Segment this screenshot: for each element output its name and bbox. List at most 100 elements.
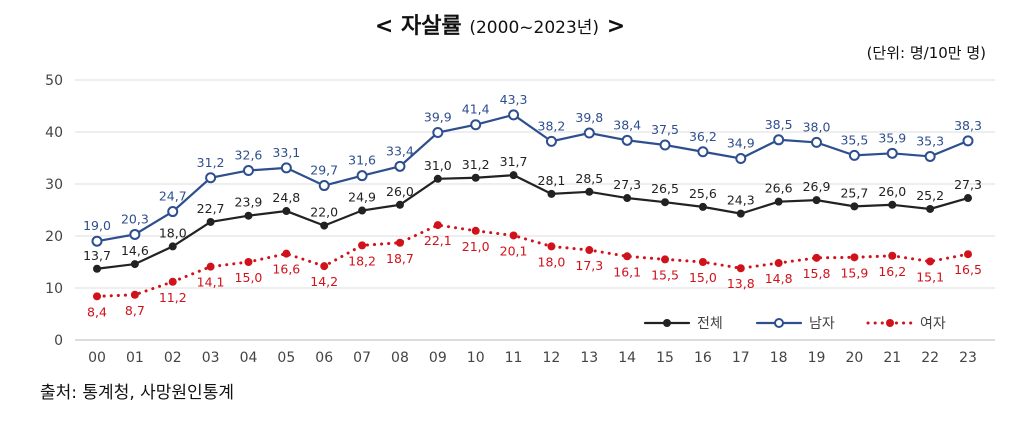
data-point: [661, 198, 670, 207]
data-point: [661, 255, 670, 264]
x-tick-label: 07: [353, 350, 371, 366]
x-tick-label: 18: [770, 350, 788, 366]
data-point: [433, 174, 442, 183]
x-tick-label: 16: [694, 350, 712, 366]
x-tick-label: 14: [618, 350, 636, 366]
data-label: 31,6: [348, 153, 376, 168]
title-main: 자살률: [400, 14, 462, 39]
data-point: [811, 136, 823, 148]
data-label: 26,0: [878, 184, 906, 199]
x-tick-label: 15: [656, 350, 674, 366]
x-tick-label: 21: [883, 350, 901, 366]
data-label: 24,9: [348, 190, 376, 205]
data-point: [356, 170, 368, 182]
data-label: 36,2: [689, 129, 717, 144]
data-point: [129, 228, 141, 240]
data-point: [318, 180, 330, 192]
data-point: [471, 173, 480, 182]
data-label: 26,9: [803, 179, 831, 194]
data-label: 32,6: [235, 147, 263, 162]
data-point: [168, 277, 177, 286]
y-tick-label: 0: [54, 333, 63, 349]
data-point: [433, 221, 442, 230]
legend-marker: [663, 319, 671, 327]
data-label: 27,3: [954, 177, 982, 192]
data-label: 16,2: [878, 264, 906, 279]
data-point: [585, 187, 594, 196]
data-label: 15,9: [840, 265, 868, 280]
y-tick-label: 30: [45, 177, 63, 193]
data-label: 37,5: [651, 122, 679, 137]
data-label: 35,5: [840, 132, 868, 147]
data-label: 13,7: [83, 248, 111, 263]
data-point: [93, 292, 101, 301]
data-point: [888, 200, 897, 209]
x-tick-label: 20: [845, 350, 863, 366]
data-point: [282, 207, 291, 216]
data-label: 11,2: [159, 290, 187, 305]
data-label: 16,6: [272, 262, 300, 277]
data-point: [774, 259, 783, 268]
data-point: [320, 262, 329, 271]
data-point: [395, 238, 404, 247]
y-tick-label: 10: [45, 281, 63, 297]
data-label: 22,0: [310, 205, 338, 220]
data-label: 23,9: [235, 195, 263, 210]
data-label: 14,6: [121, 243, 149, 258]
data-point: [848, 149, 860, 161]
data-label: 20,3: [121, 211, 149, 226]
source-note: 출처: 통계청, 사망원인통계: [40, 383, 234, 403]
data-point: [547, 242, 556, 251]
data-point: [659, 139, 671, 151]
x-tick-label: 12: [543, 350, 561, 366]
legend-label: 전체: [697, 316, 723, 332]
data-label: 35,3: [916, 133, 944, 148]
data-label: 35,9: [878, 130, 906, 145]
data-label: 8,4: [87, 304, 107, 319]
data-point: [91, 235, 103, 247]
data-label: 26,5: [651, 181, 679, 196]
x-tick-label: 23: [959, 350, 977, 366]
data-point: [547, 189, 556, 198]
legend-label: 남자: [809, 316, 835, 332]
data-point: [130, 290, 139, 299]
x-tick-label: 10: [467, 350, 485, 366]
series-line-여자: [95, 223, 970, 298]
data-label: 38,5: [765, 117, 793, 132]
data-point: [964, 194, 972, 203]
data-point: [206, 217, 215, 226]
data-label: 31,7: [500, 154, 528, 169]
data-label: 43,3: [500, 92, 528, 107]
data-point: [888, 251, 897, 260]
data-point: [242, 164, 254, 176]
y-tick-label: 40: [45, 125, 63, 141]
data-point: [698, 202, 707, 211]
data-label: 21,0: [462, 239, 490, 254]
data-point: [358, 206, 367, 215]
data-label: 38,0: [803, 119, 831, 134]
data-label: 29,7: [310, 163, 338, 178]
data-label: 15,0: [689, 270, 717, 285]
data-point: [850, 253, 859, 262]
data-label: 25,7: [840, 185, 868, 200]
data-label: 18,7: [386, 251, 414, 266]
data-point: [280, 162, 292, 174]
data-point: [623, 194, 632, 203]
data-label: 38,3: [954, 118, 982, 133]
data-point: [812, 253, 821, 262]
legend-marker: [774, 318, 784, 328]
x-tick-label: 19: [808, 350, 826, 366]
series-line-전체: [95, 174, 970, 270]
data-label: 14,1: [197, 275, 225, 290]
data-label: 26,6: [765, 181, 793, 196]
data-point: [698, 258, 707, 266]
data-point: [167, 206, 179, 218]
data-point: [583, 127, 595, 139]
data-label: 33,1: [272, 145, 300, 160]
data-label: 18,0: [538, 254, 566, 269]
data-point: [621, 134, 633, 146]
data-label: 22,7: [197, 201, 225, 216]
legend-label: 여자: [920, 316, 946, 332]
data-label: 39,9: [424, 110, 452, 125]
